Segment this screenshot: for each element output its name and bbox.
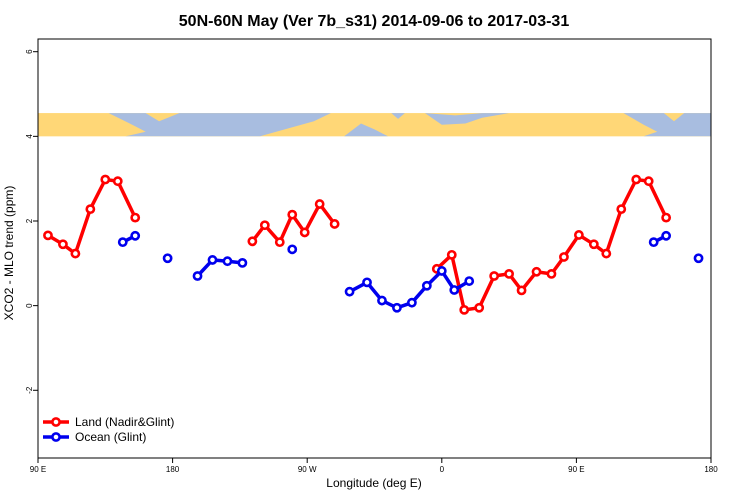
data-point-1-2-3 — [237, 257, 248, 268]
data-point-0-0-4 — [100, 174, 111, 185]
data-point-0-2-9 — [559, 252, 569, 262]
data-point-1-5-0 — [648, 237, 659, 248]
y-axis-label: XCO2 - MLO trend (ppm) — [2, 186, 16, 321]
data-point-1-4-8 — [464, 276, 475, 286]
data-point-0-2-4 — [489, 271, 500, 281]
x-tick-label-2: 90 W — [298, 465, 317, 474]
y-tick-label-2: 2 — [25, 218, 34, 223]
map-strip — [38, 113, 711, 137]
data-point-0-0-5 — [112, 176, 123, 187]
data-point-0-1-6 — [329, 219, 340, 229]
data-point-1-0-0 — [117, 237, 128, 248]
data-point-1-4-2 — [377, 295, 387, 306]
x-tick-label-5: 180 — [704, 465, 718, 474]
data-point-0-2-2 — [459, 304, 470, 315]
data-point-0-0-0 — [43, 230, 53, 241]
map-strip-ocean-1 — [344, 123, 388, 137]
data-point-0-2-11 — [588, 239, 599, 250]
data-point-1-4-0 — [344, 286, 355, 297]
chart-title: 50N-60N May (Ver 7b_s31) 2014-09-06 to 2… — [179, 13, 570, 30]
plot-area: 90 E 180 90 W 0 90 E 180 -2 0 2 4 6 — [25, 38, 718, 474]
data-point-0-0-2 — [70, 248, 81, 259]
y-tick-label-3: 4 — [25, 134, 34, 139]
data-point-0-2-13 — [616, 204, 627, 215]
data-point-0-1-5 — [314, 199, 325, 209]
legend: Land (Nadir&Glint)Ocean (Glint) — [43, 415, 174, 444]
data-point-0-2-5 — [504, 268, 514, 279]
data-point-0-2-7 — [531, 266, 542, 277]
data-point-0-1-4 — [299, 227, 310, 238]
series-line-1-2 — [196, 258, 243, 278]
data-point-0-1-2 — [274, 237, 285, 248]
data-point-0-2-6 — [516, 285, 527, 296]
legend-label-0: Land (Nadir&Glint) — [75, 415, 174, 429]
map-strip-ocean-0 — [108, 113, 331, 137]
data-point-1-6-0 — [693, 253, 704, 264]
data-point-0-0-6 — [130, 212, 141, 223]
data-point-0-1-1 — [259, 220, 270, 231]
data-point-1-2-1 — [207, 255, 218, 265]
data-point-0-0-3 — [85, 204, 96, 215]
map-strip-ocean-3 — [391, 113, 405, 119]
data-point-1-4-7 — [449, 285, 460, 295]
data-point-1-2-0 — [192, 271, 203, 281]
x-tick-label-1: 180 — [166, 465, 180, 474]
x-axis-label: Longitude (deg E) — [326, 476, 421, 490]
series-line-0-2 — [435, 177, 668, 312]
x-tick-label-0: 90 E — [30, 465, 46, 474]
legend-marker-0 — [51, 417, 61, 427]
data-point-0-2-12 — [601, 248, 612, 259]
data-point-1-4-6 — [436, 266, 447, 276]
data-point-0-0-1 — [58, 239, 68, 250]
data-point-1-4-1 — [362, 277, 372, 288]
plot-frame — [37, 38, 712, 459]
y-tick-label-0: -2 — [25, 386, 34, 394]
data-point-0-2-1 — [446, 249, 457, 260]
data-point-0-2-3 — [474, 302, 485, 313]
data-point-1-3-0 — [287, 244, 298, 255]
data-point-0-2-14 — [631, 174, 642, 185]
data-point-0-2-16 — [661, 212, 672, 223]
legend-marker-1 — [51, 432, 61, 442]
data-point-0-1-0 — [247, 236, 258, 247]
data-point-1-4-3 — [392, 302, 402, 313]
data-point-0-1-3 — [287, 209, 298, 220]
data-point-0-2-8 — [546, 268, 557, 279]
data-point-1-0-1 — [130, 230, 141, 241]
data-point-0-2-15 — [643, 176, 654, 187]
x-tick-label-4: 90 E — [568, 465, 584, 474]
data-point-1-1-0 — [162, 253, 173, 264]
x-tick-label-3: 0 — [440, 465, 445, 474]
data-point-1-4-4 — [406, 297, 417, 308]
legend-label-1: Ocean (Glint) — [75, 430, 146, 444]
data-point-0-2-10 — [573, 230, 584, 240]
map-strip-ocean-2 — [425, 113, 510, 125]
y-tick-label-1: 0 — [25, 303, 34, 308]
data-point-1-4-5 — [421, 280, 432, 291]
series-0 — [43, 174, 672, 315]
y-tick-label-4: 6 — [25, 49, 34, 54]
data-point-1-2-2 — [222, 256, 233, 267]
series-1 — [117, 230, 704, 313]
data-point-1-5-1 — [661, 230, 672, 241]
map-strip-ocean-4 — [623, 113, 711, 137]
